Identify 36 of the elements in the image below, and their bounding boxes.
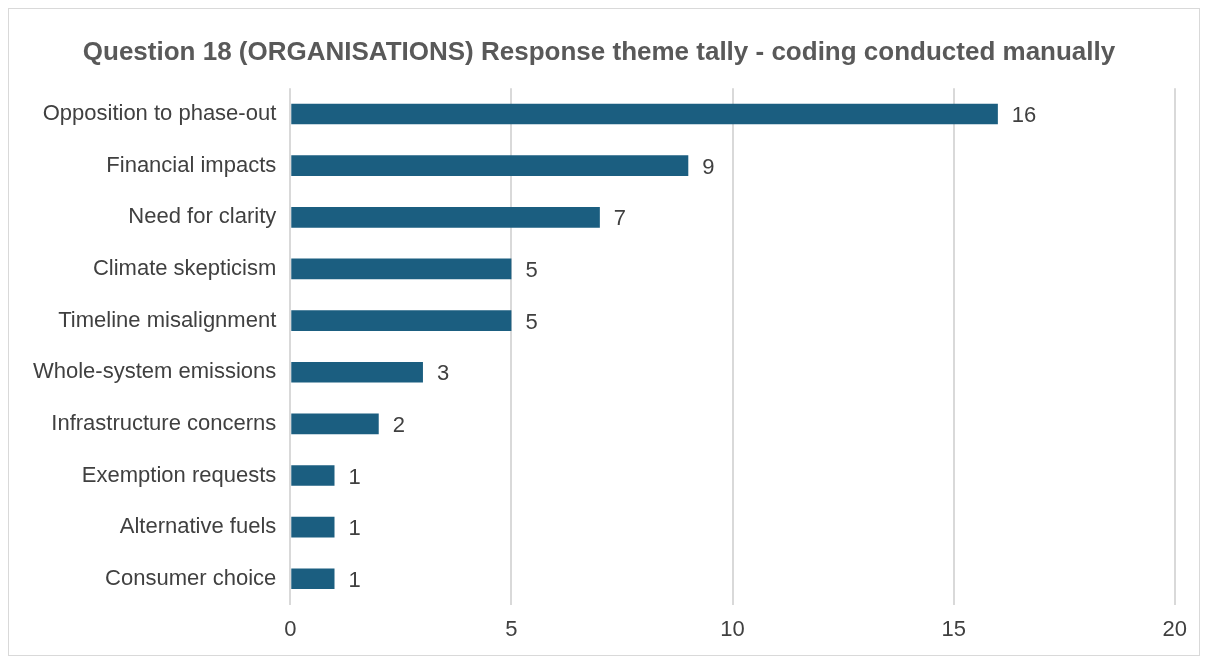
- y-tick-label: Alternative fuels: [119, 513, 277, 539]
- bar: [291, 361, 423, 383]
- bar: [291, 413, 379, 435]
- y-tick-label: Exemption requests: [81, 461, 277, 487]
- bar: [291, 155, 689, 176]
- data-label: 3: [436, 360, 450, 386]
- chart-title: Question 18 (ORGANISATIONS) Response theme tally - coding conducted manually: [82, 35, 1116, 66]
- y-tick-label: Opposition to phase-out: [42, 100, 277, 126]
- bar: [291, 568, 335, 590]
- data-label: 1: [348, 566, 361, 592]
- bar: [291, 103, 998, 125]
- bar: [291, 516, 335, 538]
- data-label: 5: [525, 308, 538, 334]
- bar: [291, 465, 335, 486]
- x-tick-label: 5: [505, 615, 518, 641]
- data-label: 9: [702, 153, 715, 179]
- x-tick-label: 10: [720, 615, 745, 641]
- data-label: 1: [348, 463, 361, 489]
- x-tick-label: 0: [284, 615, 297, 641]
- y-tick-label: Financial impacts: [106, 151, 277, 177]
- bar: [291, 258, 512, 280]
- y-tick-label: Need for clarity: [128, 203, 277, 229]
- bar: [291, 310, 512, 331]
- y-tick-label: Consumer choice: [105, 564, 277, 590]
- y-tick-label: Timeline misalignment: [58, 306, 277, 332]
- y-tick-label: Infrastructure concerns: [51, 409, 277, 435]
- bar: [291, 206, 600, 228]
- data-label: 5: [525, 257, 538, 282]
- x-tick-label: 15: [941, 615, 966, 641]
- data-label: 7: [613, 205, 627, 231]
- y-tick-label: Climate skepticism: [92, 255, 277, 280]
- x-tick-label: 20: [1162, 615, 1188, 641]
- data-label: 16: [1011, 102, 1037, 128]
- data-label: 2: [392, 411, 405, 437]
- data-label: 1: [348, 515, 361, 541]
- y-tick-label: Whole-system emissions: [33, 358, 277, 384]
